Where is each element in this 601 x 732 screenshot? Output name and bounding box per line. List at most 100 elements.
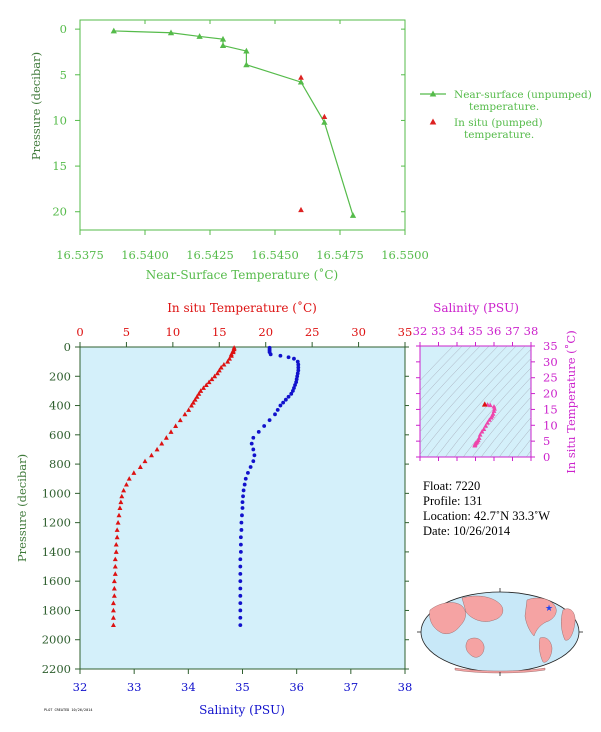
ts-density-contour [435,348,531,457]
legend-pumped-label-cont: temperature. [464,129,534,141]
temperature-tick-label: 5 [123,325,130,339]
salinity-point [238,557,243,562]
temperature-point [168,429,174,434]
unpumped-temperature-point [349,212,357,218]
pressure-tick-label: 200 [49,369,71,383]
x-tick-label: 16.5475 [316,248,364,262]
ts-x-tick-label: 32 [413,324,428,338]
salinity-point [278,353,283,358]
temperature-point [117,505,123,510]
ts-y-tick-label: 15 [543,402,558,416]
temperature-point [112,571,118,576]
temperature-point [126,476,132,481]
temperature-point [194,394,200,399]
temperature-tick-label: 10 [166,325,181,339]
salinity-axis-label: Salinity (PSU) [199,703,285,717]
temperature-point [188,402,194,408]
salinity-tick-label: 35 [235,680,250,694]
salinity-point [239,528,244,532]
near-surface-plot-frame [79,19,406,231]
land-asia-west [429,602,466,634]
temperature-point [112,556,118,562]
ts-density-contour [420,346,490,422]
temperature-point [159,441,165,446]
temperature-point [121,487,127,493]
salinity-point [295,371,300,376]
salinity-point [296,368,301,373]
ts-x-tick-label: 37 [505,324,520,338]
ts-point [487,402,493,408]
temperature-point [212,373,218,379]
profile-series [110,345,301,628]
ts-density-contour [420,346,517,455]
salinity-point [238,550,243,554]
legend-pumped-label: In situ (pumped) [454,117,543,129]
ts-density-contour [420,346,481,411]
salinity-point [241,488,246,493]
temperature-point [216,367,222,373]
salinity-point [238,615,243,620]
unpumped-temperature-point [321,118,328,125]
salinity-point [293,383,297,387]
ts-density-contour [525,450,531,457]
unpumped-temperature-point [196,33,203,39]
y-tick-label: 15 [52,159,67,173]
salinity-point [243,476,248,481]
ts-density-contour [507,427,531,457]
unpumped-temperature-point [219,42,227,49]
salinity-point [290,389,295,393]
ts-density-contour [516,438,531,457]
temperature-point [115,520,121,525]
salinity-point [240,500,245,505]
ts-density-contour [426,346,526,457]
temperature-point [173,423,179,428]
pressure-tick-label: 2200 [42,662,71,676]
float-id: Float: 7220 [423,479,481,493]
pressure-tick-label: 1000 [42,486,71,500]
ts-density-contour [489,406,531,457]
temperature-point [163,435,169,440]
ts-x-tick-label: 38 [524,324,539,338]
temperature-tick-label: 20 [258,325,273,339]
temperature-point [131,470,137,475]
ts-x-tick-label: 36 [487,324,502,338]
salinity-tick-label: 33 [127,680,142,694]
salinity-point [292,386,296,390]
salinity-point [238,564,243,569]
x-tick-label: 16.5450 [251,248,299,262]
unpumped-temperature-point [110,27,117,34]
salinity-point [278,403,283,408]
salinity-tick-label: 36 [289,680,304,694]
land-africa-europe [561,608,576,641]
unpumped-temperature-point [167,29,175,36]
ts-point [485,420,490,425]
salinity-point [289,391,294,396]
temperature-point [177,417,183,423]
pressure-tick-label: 1600 [42,574,71,588]
salinity-point [246,470,250,475]
ts-y-tick-label: 5 [543,434,550,448]
ts-point [472,443,478,448]
salinity-point [240,513,244,518]
salinity-point [240,506,245,510]
temperature-point [137,464,143,469]
unpumped-temperature-point [243,47,250,54]
temperature-point [114,527,120,532]
ts-y-tick-label: 25 [543,371,558,385]
temperature-point [206,379,212,385]
temperature-point [112,563,118,569]
x-tick-label: 16.5375 [56,248,104,262]
salinity-point [268,352,273,357]
ts-x-label: Salinity (PSU) [433,301,519,315]
temperature-point [110,622,116,628]
temperature-point [198,388,204,393]
ts-y-label: In situ Temperature (˚C) [564,330,578,473]
salinity-point [296,362,301,367]
temperature-tick-label: 35 [398,325,413,339]
salinity-point [242,482,247,487]
ts-density-contour [420,346,454,381]
temperature-point [192,397,198,402]
profile-ticks: 0 5 10 15 20 25 30 35 32 33 34 35 36 37 38 0 200 400 600 80… [42,325,413,694]
